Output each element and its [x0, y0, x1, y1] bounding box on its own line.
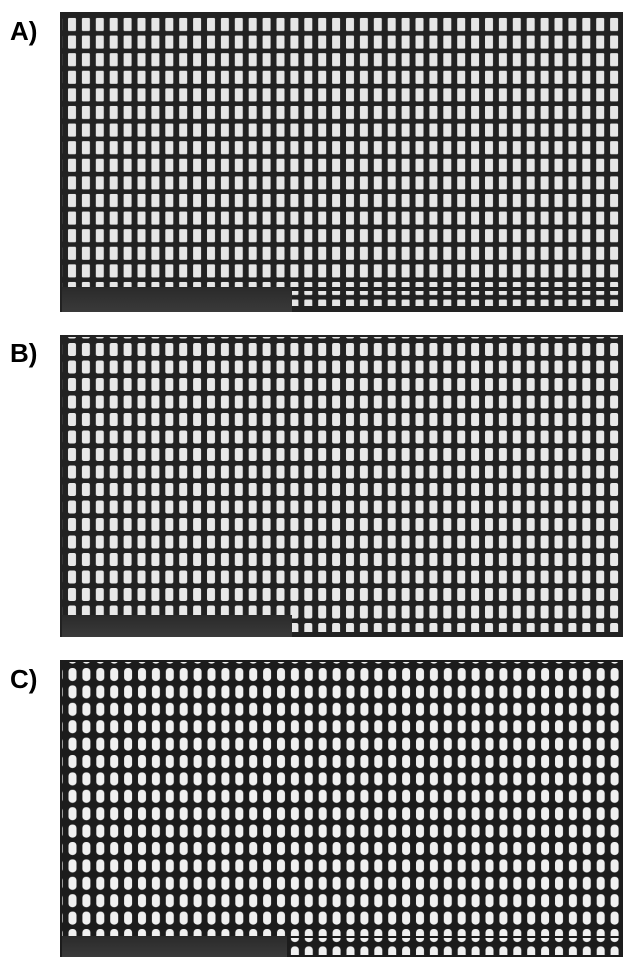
- well-row: [292, 291, 623, 306]
- well-row: [287, 938, 623, 955]
- figure: A) B) C): [0, 0, 623, 957]
- page: {"panels": [{"label": "A)"}, {"label": "…: [0, 0, 623, 957]
- dark-region: [62, 615, 292, 637]
- well-array: [62, 14, 623, 287]
- panel-label: B): [10, 338, 37, 368]
- panel-a: A): [10, 12, 623, 312]
- well-array: [62, 337, 623, 615]
- well-array: [62, 662, 623, 936]
- panel-label: A): [10, 16, 37, 46]
- dark-region: [62, 936, 287, 957]
- panel-b: B): [10, 335, 623, 637]
- dark-region: [62, 287, 292, 312]
- panel-c: C): [10, 660, 623, 957]
- well-row: [292, 615, 623, 632]
- panel-label: C): [10, 664, 37, 694]
